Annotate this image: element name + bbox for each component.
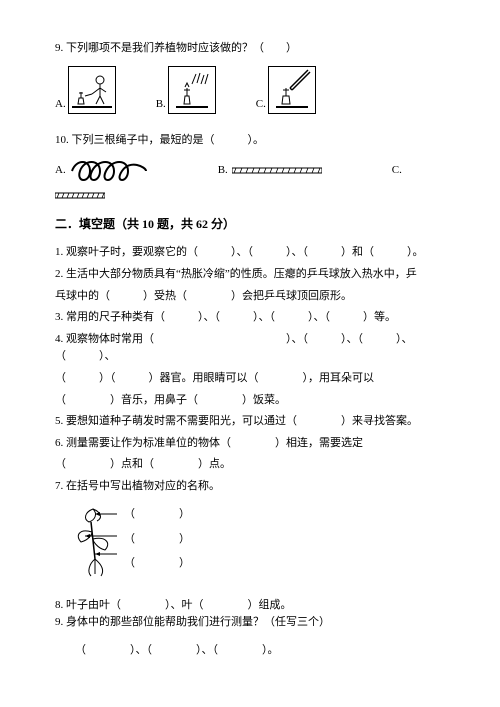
fill-4a: 4. 观察物体时常用（ ）、（ ）、（ ）、（ ）、: [55, 331, 450, 366]
q10-opt-c-label: C.: [392, 162, 402, 180]
q10-option-b[interactable]: B.: [218, 162, 322, 180]
q9-img-c: [268, 66, 316, 114]
q10-options: A. B. C.: [55, 157, 450, 185]
plant-label-3: （ ）: [124, 555, 190, 573]
fill-6a: 6. 测量需要让作为标准单位的物体（ ）相连，需要选定: [55, 435, 450, 453]
q9-option-b[interactable]: B.: [156, 66, 216, 114]
rope-c-icon: [55, 191, 105, 201]
fill-4b: （ ）（ ）器官。用眼睛可以（ ），用耳朵可以: [55, 370, 450, 388]
question-9: 9. 下列哪项不是我们养植物时应该做的？（ ） A. B.: [55, 40, 450, 114]
q9-img-a: [68, 66, 116, 114]
q9-options: A. B.: [55, 66, 450, 114]
q9-img-b: [168, 66, 216, 114]
plant-diagram: （ ） （ ） （ ）: [65, 504, 450, 579]
plant-icon: [65, 504, 120, 579]
fill-3: 3. 常用的尺子种类有（ ）、（ ）、（ ）、（ ）等。: [55, 309, 450, 327]
rope-c-below: [55, 191, 450, 201]
q9-opt-b-label: B.: [156, 96, 166, 114]
q9-option-c[interactable]: C.: [256, 66, 316, 114]
q10-opt-b-label: B.: [218, 162, 228, 180]
plant-label-2: （ ）: [124, 531, 190, 549]
fill-2b: 乓球中的（ ）受热（ ）会把乒乓球顶回原形。: [55, 288, 450, 306]
q10-option-a[interactable]: A.: [55, 157, 148, 185]
fill-2a: 2. 生活中大部分物质具有“热胀冷缩”的性质。压瘪的乒乓球放入热水中，乒: [55, 266, 450, 284]
fill-questions: 1. 观察叶子时，要观察它的（ ）、（ ）、（ ）和（ ）。 2. 生活中大部分…: [55, 244, 450, 495]
q9-opt-a-label: A.: [55, 96, 66, 114]
fill-9b: （ ）、（ ）、（ ）。: [55, 642, 450, 660]
q9-option-a[interactable]: A.: [55, 66, 116, 114]
q10-option-c[interactable]: C.: [392, 162, 402, 180]
plant-label-1: （ ）: [124, 506, 190, 524]
fill-8: 8. 叶子由叶（ ）、叶（ ）组成。: [55, 597, 450, 615]
rope-b-icon: [232, 166, 322, 176]
fill-5: 5. 要想知道种子萌发时需不需要阳光，可以通过（ ）来寻找答案。: [55, 413, 450, 431]
fill-9a: 9. 身体中的那些部位能帮助我们进行测量？（任写三个）: [55, 614, 450, 632]
q10-text: 10. 下列三根绳子中，最短的是（ ）。: [55, 132, 450, 150]
q9-text: 9. 下列哪项不是我们养植物时应该做的？（ ）: [55, 40, 450, 58]
fill-1: 1. 观察叶子时，要观察它的（ ）、（ ）、（ ）和（ ）。: [55, 244, 450, 262]
fill-4c: （ ）音乐，用鼻子（ ）饭菜。: [55, 392, 450, 410]
section-2-title: 二．填空题（共 10 题，共 62 分）: [55, 215, 450, 234]
question-10: 10. 下列三根绳子中，最短的是（ ）。 A. B. C.: [55, 132, 450, 202]
q9-opt-c-label: C.: [256, 96, 266, 114]
rope-a-icon: [70, 157, 148, 185]
fill-6b: （ ）点和（ ）点。: [55, 456, 450, 474]
fill-7: 7. 在括号中写出植物对应的名称。: [55, 478, 450, 496]
q10-opt-a-label: A.: [55, 162, 66, 180]
